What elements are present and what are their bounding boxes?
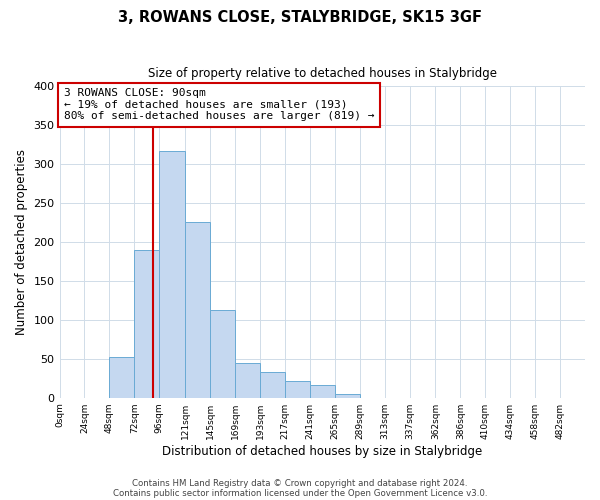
Y-axis label: Number of detached properties: Number of detached properties [15, 149, 28, 335]
Bar [134, 250, 159, 398]
Text: 3, ROWANS CLOSE, STALYBRIDGE, SK15 3GF: 3, ROWANS CLOSE, STALYBRIDGE, SK15 3GF [118, 10, 482, 25]
Text: Contains public sector information licensed under the Open Government Licence v3: Contains public sector information licen… [113, 488, 487, 498]
Bar [335, 394, 359, 398]
Bar [235, 362, 260, 398]
Text: 3 ROWANS CLOSE: 90sqm
← 19% of detached houses are smaller (193)
80% of semi-det: 3 ROWANS CLOSE: 90sqm ← 19% of detached … [64, 88, 374, 122]
Bar [285, 382, 310, 398]
Bar [310, 385, 335, 398]
Bar [185, 222, 210, 398]
Bar [210, 310, 235, 398]
Text: Contains HM Land Registry data © Crown copyright and database right 2024.: Contains HM Land Registry data © Crown c… [132, 478, 468, 488]
Title: Size of property relative to detached houses in Stalybridge: Size of property relative to detached ho… [148, 68, 497, 80]
Bar [260, 372, 285, 398]
Bar [109, 357, 134, 398]
X-axis label: Distribution of detached houses by size in Stalybridge: Distribution of detached houses by size … [162, 444, 482, 458]
Bar [159, 152, 185, 398]
